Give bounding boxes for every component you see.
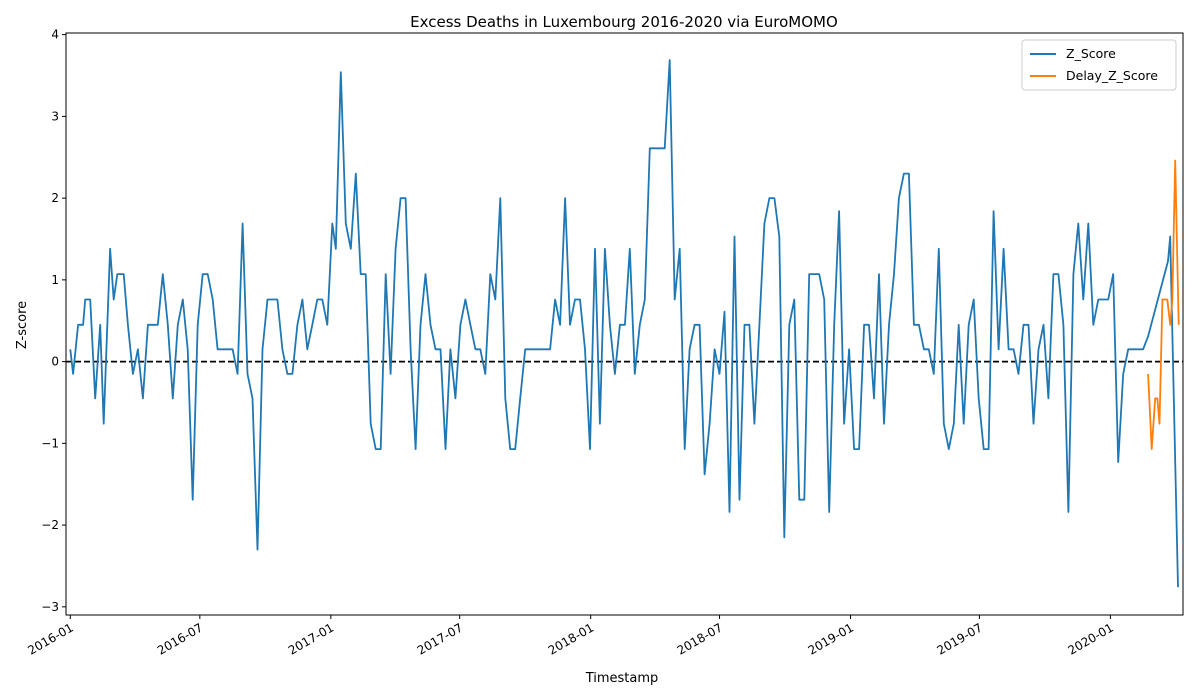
x-axis-label: Timestamp (585, 671, 659, 686)
series-line-z-score (69, 59, 1179, 588)
plot-frame (65, 32, 1184, 616)
chart-title: Excess Deaths in Luxembourg 2016-2020 vi… (410, 13, 838, 31)
legend-box (1021, 39, 1177, 91)
y-tick-label: −3 (41, 600, 59, 614)
y-tick-label: 2 (51, 191, 59, 205)
y-tick-label: −1 (41, 436, 59, 450)
legend-label-z-score: Z_Score (1066, 46, 1116, 61)
y-tick-label: 4 (51, 28, 59, 42)
legend: Z_Score Delay_Z_Score (1021, 39, 1177, 91)
y-tick-label: 1 (51, 273, 59, 287)
chart-marks (66, 59, 1183, 588)
series-line-delay-z-score (1147, 159, 1180, 450)
y-tick-label: −2 (41, 518, 59, 532)
y-axis: −3 −2 −1 0 1 2 3 4 (41, 28, 66, 614)
legend-label-delay-z-score: Delay_Z_Score (1066, 68, 1158, 83)
plot-area (65, 32, 1184, 616)
y-axis-label: Z-score (15, 301, 30, 349)
y-tick-label: 0 (51, 355, 59, 369)
y-tick-label: 3 (51, 109, 59, 123)
